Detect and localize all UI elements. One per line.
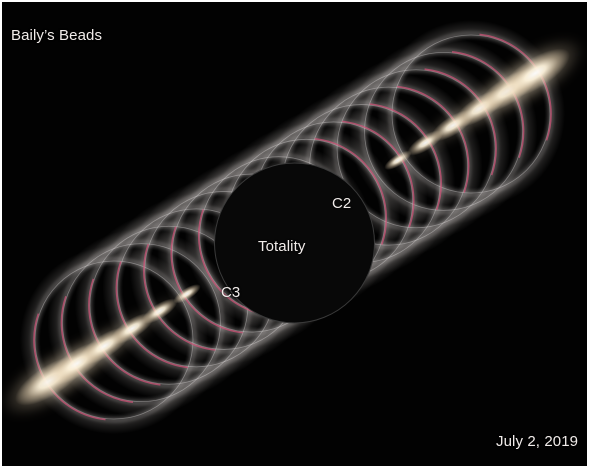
image-date: July 2, 2019 xyxy=(496,433,579,450)
lunar-limb-edge xyxy=(364,51,523,211)
lunar-limb-edge xyxy=(391,34,551,194)
second-contact-label: C2 xyxy=(332,195,352,212)
bailys-bead xyxy=(500,48,570,99)
totality-moon-disk xyxy=(214,162,375,324)
third-contact-label: C3 xyxy=(221,284,241,301)
bailys-bead xyxy=(173,284,201,304)
bailys-bead xyxy=(141,298,178,324)
lunar-limb-edge xyxy=(336,69,496,229)
bailys-beads-layer xyxy=(2,37,585,417)
image-title: Baily’s Beads xyxy=(11,27,103,44)
lunar-limb-edge xyxy=(62,243,221,403)
lunar-limb-edge xyxy=(34,260,194,420)
totality-label: Totality xyxy=(258,238,306,255)
chromosphere-arc xyxy=(314,137,388,245)
